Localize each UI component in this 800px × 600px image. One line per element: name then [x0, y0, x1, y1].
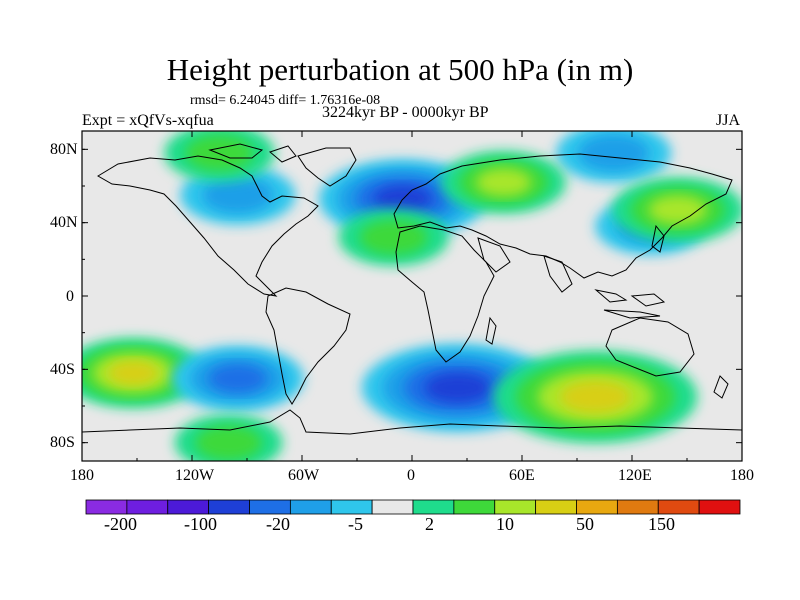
colorbar-swatch	[412, 499, 455, 515]
colorbar-swatch	[85, 499, 128, 515]
coastline-north-america	[97, 155, 319, 297]
y-label-eq: 0	[66, 288, 74, 305]
anomaly-contour	[202, 176, 274, 214]
colorbar-swatch	[167, 499, 210, 515]
x-label-120w: 120W	[175, 467, 215, 484]
anomaly-contour	[578, 134, 650, 172]
coastline-australia	[605, 317, 695, 377]
coastline-africa	[395, 225, 495, 363]
anomaly-region	[164, 131, 275, 182]
colorbar-swatch	[698, 499, 741, 515]
anomaly-contour	[195, 425, 262, 461]
coastline-greenland	[297, 147, 357, 187]
x-label-180e: 180	[730, 467, 754, 484]
anomaly-contour	[559, 380, 631, 413]
anomaly-region	[493, 350, 698, 444]
colorbar-label: 50	[576, 514, 594, 534]
colorbar-label: -100	[184, 514, 217, 534]
colorbar-label: -20	[266, 514, 290, 534]
colorbar-label: -5	[348, 514, 363, 534]
anomaly-contour	[424, 372, 492, 403]
anomaly-region	[556, 131, 672, 183]
colorbar-swatch	[657, 499, 700, 515]
colorbar-label: 10	[496, 514, 514, 534]
anomaly-region	[174, 414, 283, 461]
x-label-0: 0	[407, 467, 415, 484]
coastline-eurasia	[393, 153, 733, 279]
x-label-180w: 180	[70, 467, 94, 484]
anomaly-field	[82, 131, 742, 461]
colorbar-swatch	[289, 499, 332, 515]
y-label-80s: 80S	[50, 434, 75, 451]
colorbar-swatch	[576, 499, 618, 515]
coastline-japan	[651, 224, 665, 253]
y-label-40s: 40S	[50, 361, 75, 378]
coastline-madagascar	[485, 316, 497, 345]
x-label-120e: 120E	[618, 467, 652, 484]
coastline-arctic-islands	[208, 143, 297, 163]
colorbar-swatch	[616, 499, 659, 515]
colorbar-swatch	[535, 499, 577, 515]
rmsd-diff-stats: rmsd= 6.24045 diff= 1.76316e-08	[190, 93, 381, 108]
anomaly-region	[338, 208, 449, 267]
colorbar-label: -200	[104, 514, 137, 534]
colorbar-swatch	[208, 499, 250, 515]
coastlines	[82, 143, 742, 435]
colorbar-swatch	[126, 499, 169, 515]
anomaly-contour	[208, 363, 268, 394]
anomaly-contour	[108, 360, 159, 386]
anomaly-region	[611, 177, 742, 243]
y-label-80n: 80N	[50, 141, 78, 158]
anomaly-region	[82, 338, 206, 408]
anomaly-contour	[185, 135, 254, 171]
axis-ticks	[81, 131, 743, 461]
anomaly-contour	[475, 168, 532, 197]
colorbar-swatch	[371, 499, 414, 515]
coastline-new-zealand	[713, 375, 729, 399]
plot-title: Height perturbation at 500 hPa (in m)	[166, 52, 634, 87]
coastline-antarctica	[82, 409, 742, 435]
anomaly-region	[441, 150, 567, 214]
x-label-60w: 60W	[288, 467, 320, 484]
colorbar-label: 2	[425, 514, 434, 534]
map-plot-area	[82, 131, 742, 461]
colorbar-swatch	[453, 499, 496, 515]
colorbar-label: 150	[648, 514, 675, 534]
coastline-maritime-continent	[594, 289, 666, 319]
season-label: JJA	[716, 112, 741, 129]
y-label-40n: 40N	[50, 214, 78, 231]
period-label: 3224kyr BP - 0000kyr BP	[322, 104, 489, 121]
coastline-south-america	[265, 287, 351, 405]
colorbar-swatch	[494, 499, 537, 515]
x-label-60e: 60E	[509, 467, 535, 484]
colorbar-swatch	[249, 499, 291, 515]
coastline-south-asia	[477, 237, 573, 293]
colorbar-swatch	[330, 499, 373, 515]
anomaly-contour	[648, 195, 708, 225]
experiment-label: Expt = xQfVs-xqfua	[82, 112, 214, 129]
anomaly-region	[171, 345, 304, 412]
colorbar	[85, 499, 741, 515]
